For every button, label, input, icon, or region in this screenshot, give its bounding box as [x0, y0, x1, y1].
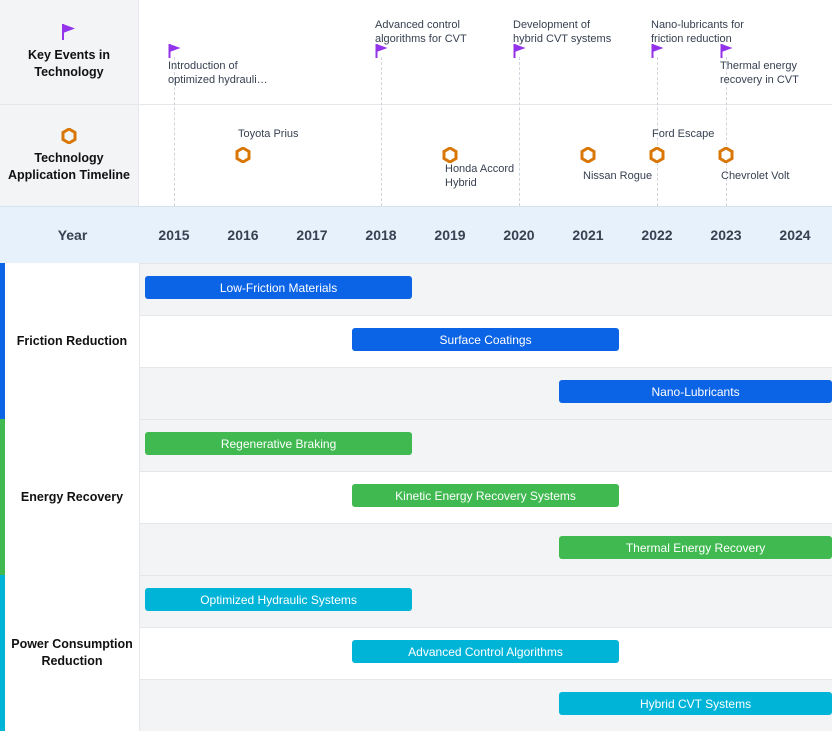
- year-header-label: Year: [0, 227, 145, 243]
- year-tick-label: 2022: [641, 227, 672, 243]
- event-connector: [381, 57, 382, 206]
- group-label: Friction Reduction: [5, 263, 140, 419]
- year-tick-label: 2019: [434, 227, 465, 243]
- year-tick-label: 2021: [572, 227, 603, 243]
- hexagon-icon: [235, 147, 251, 163]
- task-bar[interactable]: Kinetic Energy Recovery Systems: [352, 484, 619, 507]
- flag-icon: [168, 43, 182, 59]
- task-bar[interactable]: Optimized Hydraulic Systems: [145, 588, 412, 611]
- year-tick-label: 2023: [710, 227, 741, 243]
- row-divider: [0, 104, 832, 105]
- application-label: Nissan Rogue: [583, 169, 652, 183]
- flag-icon: [61, 23, 77, 41]
- hexagon-icon: [580, 147, 596, 163]
- application-label: Ford Escape: [652, 127, 714, 141]
- year-tick-label: 2017: [296, 227, 327, 243]
- hexagon-icon: [649, 147, 665, 163]
- task-bar[interactable]: Surface Coatings: [352, 328, 619, 351]
- hexagon-icon: [442, 147, 458, 163]
- year-tick-label: 2024: [779, 227, 810, 243]
- year-tick-label: 2018: [365, 227, 396, 243]
- event-label: Introduction of optimized hydrauli…: [168, 59, 268, 87]
- flag-icon: [720, 43, 734, 59]
- key-events-header: Key Events in Technology: [0, 0, 139, 104]
- application-label: Toyota Prius: [238, 127, 299, 141]
- task-bar[interactable]: Nano-Lubricants: [559, 380, 832, 403]
- applications-header: Technology Application Timeline: [0, 105, 139, 207]
- applications-title: Technology Application Timeline: [4, 150, 134, 184]
- hexagon-icon: [718, 147, 734, 163]
- key-events-title: Key Events in Technology: [19, 47, 119, 81]
- year-tick-label: 2015: [158, 227, 189, 243]
- year-tick-label: 2016: [227, 227, 258, 243]
- application-label: Chevrolet Volt: [721, 169, 789, 183]
- task-bar[interactable]: Hybrid CVT Systems: [559, 692, 832, 715]
- task-bar[interactable]: Regenerative Braking: [145, 432, 412, 455]
- event-label: Development of hybrid CVT systems: [513, 18, 611, 46]
- hexagon-icon: [61, 128, 77, 144]
- task-bar[interactable]: Advanced Control Algorithms: [352, 640, 619, 663]
- task-bar[interactable]: Thermal Energy Recovery: [559, 536, 832, 559]
- application-label: Honda Accord Hybrid: [445, 162, 514, 190]
- group-label: Power Consumption Reduction: [5, 575, 140, 731]
- task-bar[interactable]: Low-Friction Materials: [145, 276, 412, 299]
- event-label: Nano-lubricants for friction reduction: [651, 18, 744, 46]
- event-connector: [519, 57, 520, 206]
- event-label: Advanced control algorithms for CVT: [375, 18, 467, 46]
- event-label: Thermal energy recovery in CVT: [720, 59, 799, 87]
- year-tick-label: 2020: [503, 227, 534, 243]
- group-label: Energy Recovery: [5, 419, 140, 575]
